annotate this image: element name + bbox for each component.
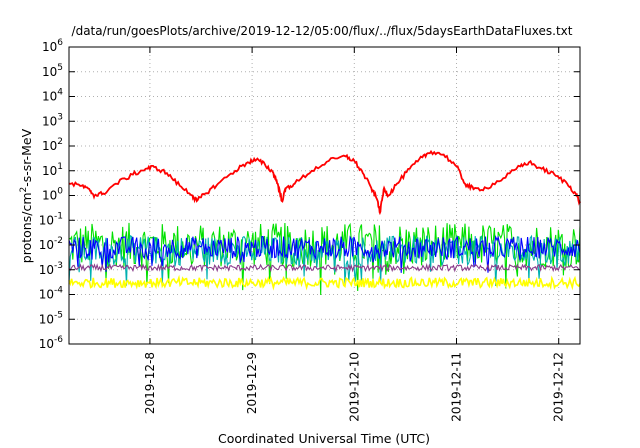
y-tick-label: 10-4 bbox=[39, 286, 64, 302]
y-axis-label-sup: 2 bbox=[19, 187, 29, 193]
y-tick-label: 101 bbox=[42, 162, 63, 178]
ticks: 10-6 10-5 10-4 10-3 10-2 10-1 100 101 102 103 104 1… bbox=[39, 38, 580, 422]
x-tick-label: 2019-12-11 bbox=[450, 352, 464, 422]
series-line-5 bbox=[68, 274, 581, 291]
y-tick-label: 103 bbox=[42, 112, 63, 128]
y-tick-label: 100 bbox=[42, 187, 63, 203]
y-tick-label: 106 bbox=[42, 38, 63, 54]
y-axis-label-main: protons/cm bbox=[19, 192, 34, 263]
y-axis-label: protons/cm2-s-sr-MeV bbox=[19, 128, 34, 263]
y-tick-label: 102 bbox=[42, 137, 63, 153]
x-tick-label: 2019-12-9 bbox=[245, 352, 259, 414]
y-axis-label-rest: -s-sr-MeV bbox=[19, 128, 34, 186]
y-tick-label: 10-1 bbox=[39, 211, 63, 227]
y-tick-label: 10-3 bbox=[39, 261, 63, 277]
y-tick-label: 10-5 bbox=[39, 310, 63, 326]
chart-title: /data/run/goesPlots/archive/2019-12-12/0… bbox=[72, 24, 573, 38]
series-line-0 bbox=[68, 149, 581, 216]
y-tick-label: 10-6 bbox=[39, 335, 64, 351]
series-line-4 bbox=[68, 262, 581, 273]
y-tick-label: 104 bbox=[42, 88, 63, 104]
x-tick-label: 2019-12-8 bbox=[143, 352, 157, 414]
y-tick-label: 10-2 bbox=[39, 236, 63, 252]
x-tick-label: 2019-12-10 bbox=[347, 352, 361, 422]
x-tick-label: 2019-12-12 bbox=[552, 352, 566, 422]
x-axis-label: Coordinated Universal Time (UTC) bbox=[218, 431, 430, 446]
grid bbox=[69, 47, 580, 344]
series-line-3 bbox=[68, 234, 581, 273]
y-tick-label: 105 bbox=[42, 63, 63, 79]
series-layer bbox=[68, 149, 581, 296]
